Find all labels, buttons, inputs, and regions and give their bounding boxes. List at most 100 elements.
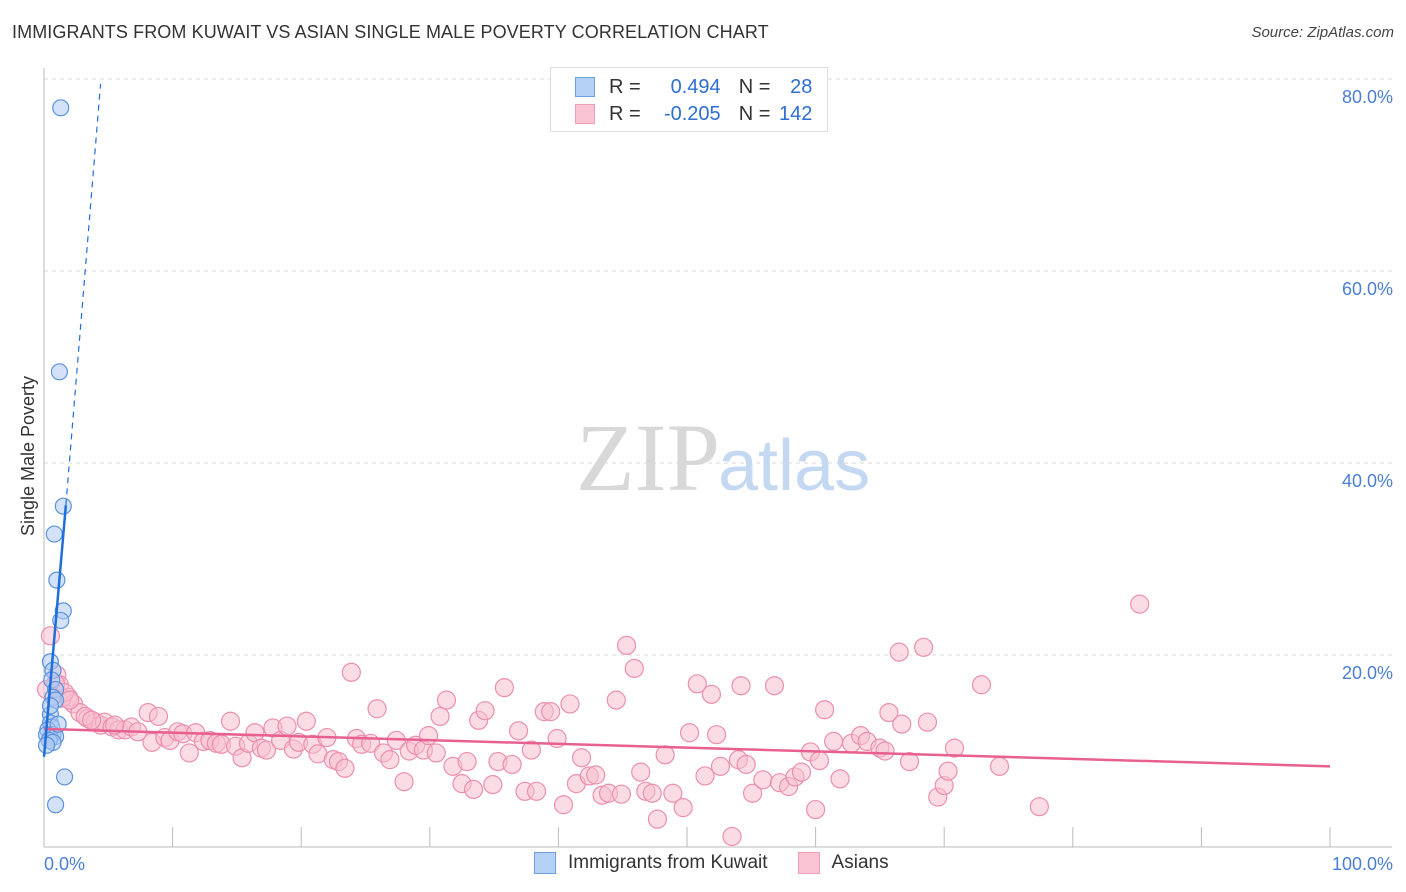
data-point — [1029, 797, 1049, 817]
legend-row-kuwait: R = 0.494 N = 28 — [575, 75, 812, 99]
x-tick-label-min: 0.0% — [44, 854, 85, 874]
data-point — [46, 796, 65, 814]
data-point — [655, 745, 675, 765]
data-point — [430, 706, 450, 727]
correlation-legend: R = 0.494 N = 28 R = -0.205 N = 142 — [550, 67, 828, 132]
data-point — [256, 740, 277, 760]
data-point — [879, 702, 899, 723]
data-point — [526, 781, 547, 801]
data-point — [341, 662, 361, 682]
data-point — [736, 754, 756, 775]
r-label: R = — [609, 102, 641, 125]
pink-swatch-icon — [575, 104, 595, 124]
n-label: N = — [738, 75, 771, 98]
data-point — [647, 809, 668, 829]
blue-swatch-icon — [534, 852, 556, 874]
data-point — [335, 758, 355, 778]
data-point — [764, 676, 785, 696]
blue-swatch-icon — [575, 77, 595, 97]
data-point — [742, 783, 763, 803]
data-point — [148, 706, 169, 727]
r-label: R = — [609, 75, 641, 98]
series-legend: Immigrants from Kuwait Asians — [534, 852, 919, 874]
y-axis-label: Single Male Poverty — [18, 376, 38, 536]
data-point — [815, 700, 835, 720]
data-point — [508, 721, 529, 741]
data-point — [1130, 594, 1150, 614]
data-point — [81, 710, 102, 730]
data-point — [105, 715, 125, 735]
data-point — [560, 694, 580, 714]
watermark-atlas: atlas — [718, 426, 870, 506]
legend-item-asians[interactable]: Asians — [797, 852, 889, 874]
data-point — [418, 726, 439, 746]
data-point — [48, 571, 66, 589]
data-point — [463, 779, 484, 800]
data-point — [40, 626, 61, 646]
axes — [43, 68, 1392, 848]
data-point — [791, 762, 812, 782]
data-point — [722, 826, 742, 847]
data-point — [553, 795, 574, 815]
data-point — [41, 697, 60, 715]
data-point — [179, 743, 199, 763]
trend-lines — [42, 83, 1331, 768]
data-point — [753, 770, 773, 790]
data-point — [971, 675, 992, 695]
n-value: 28 — [790, 75, 813, 98]
y-tick-label: 40.0% — [1342, 471, 1393, 491]
data-point — [710, 756, 731, 776]
data-point — [663, 783, 683, 803]
asians-points — [36, 594, 1150, 847]
y-tick-label: 60.0% — [1342, 279, 1393, 299]
data-point — [624, 658, 644, 679]
data-point — [611, 784, 632, 804]
data-point — [809, 750, 830, 771]
data-point — [367, 699, 387, 719]
data-point — [296, 711, 316, 731]
data-point — [50, 363, 69, 381]
asians-trend-line — [43, 727, 1331, 768]
data-point — [541, 702, 561, 722]
data-point — [52, 99, 70, 117]
data-point — [277, 716, 297, 736]
data-point — [642, 783, 662, 803]
watermark-zip: ZIP — [576, 404, 720, 511]
data-point — [899, 751, 920, 772]
data-point — [54, 497, 72, 515]
data-point — [380, 750, 400, 770]
legend-item-kuwait[interactable]: Immigrants from Kuwait — [534, 852, 768, 874]
data-point — [830, 769, 850, 789]
data-point — [494, 678, 514, 698]
data-point — [571, 748, 592, 768]
data-point — [938, 761, 958, 781]
pink-swatch-icon — [797, 852, 820, 874]
data-point — [731, 676, 751, 696]
data-point — [805, 799, 826, 820]
data-point — [606, 690, 626, 710]
data-point — [917, 712, 938, 732]
legend-label: Asians — [831, 852, 889, 873]
data-point — [824, 731, 844, 752]
n-label: N = — [738, 102, 771, 125]
data-point — [875, 741, 895, 761]
data-point — [679, 723, 700, 743]
data-point — [426, 743, 446, 763]
data-point — [695, 766, 715, 786]
data-point — [436, 690, 457, 710]
data-point — [706, 725, 727, 745]
y-tick-labels: 20.0% 40.0% 60.0% 80.0% — [1342, 87, 1393, 683]
r-value: 0.494 — [670, 75, 721, 98]
data-point — [55, 768, 74, 786]
data-point — [616, 635, 637, 656]
data-point — [944, 738, 965, 758]
y-tick-label: 20.0% — [1342, 663, 1393, 683]
data-point — [687, 674, 707, 694]
data-point — [45, 525, 63, 543]
data-point — [475, 701, 495, 721]
data-point — [502, 754, 522, 775]
data-point — [457, 751, 477, 772]
data-point — [989, 756, 1010, 776]
y-tick-label: 80.0% — [1342, 87, 1393, 107]
